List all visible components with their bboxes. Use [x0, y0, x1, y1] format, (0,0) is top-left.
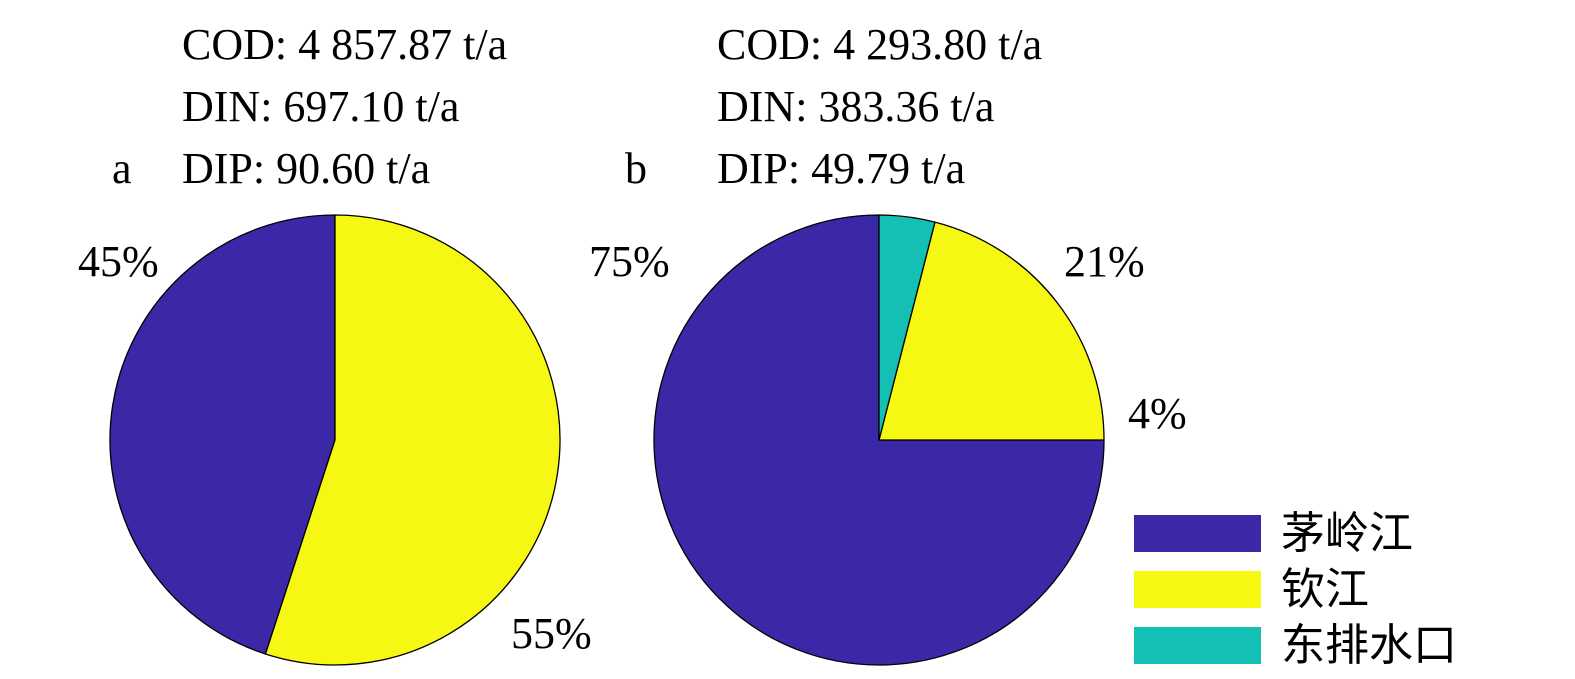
panel-b-info-line: DIP: 49.79 t/a	[717, 144, 965, 193]
legend-swatch-0	[1134, 515, 1261, 552]
panel-b-info-line: DIN: 383.36 t/a	[717, 82, 994, 131]
slice-label-b-1: 21%	[1064, 237, 1145, 286]
legend-label-1: 钦江	[1281, 565, 1369, 614]
legend-swatch-2	[1134, 627, 1261, 664]
panel-a-info-line: DIP: 90.60 t/a	[182, 144, 430, 193]
slice-label-b-0: 75%	[589, 237, 670, 286]
pie-chart-a	[109, 214, 561, 666]
panel-a-label: a	[112, 144, 132, 193]
pie-slice-b-1	[878, 221, 1105, 441]
panel-a-info-line: DIN: 697.10 t/a	[182, 82, 459, 131]
pie-slice-b-0	[653, 214, 1105, 666]
slice-label-a-0: 45%	[78, 237, 159, 286]
pie-slice-a-1	[264, 214, 561, 666]
panel-b-label: b	[625, 144, 647, 193]
legend: 茅岭江 钦江 东排水口	[1134, 509, 1457, 670]
legend-swatch-1	[1134, 571, 1261, 608]
legend-label-0: 茅岭江	[1281, 509, 1413, 558]
pie-slice-b-2	[878, 214, 936, 441]
panel-a-info-line: COD: 4 857.87 t/a	[182, 20, 507, 69]
pie-chart-b	[653, 214, 1105, 666]
legend-label-2: 东排水口	[1281, 621, 1457, 670]
slice-label-b-2: 4%	[1128, 389, 1187, 438]
pie-slice-a-0	[109, 214, 336, 655]
panel-b-info-line: COD: 4 293.80 t/a	[717, 20, 1042, 69]
slice-label-a-1: 55%	[511, 609, 592, 658]
